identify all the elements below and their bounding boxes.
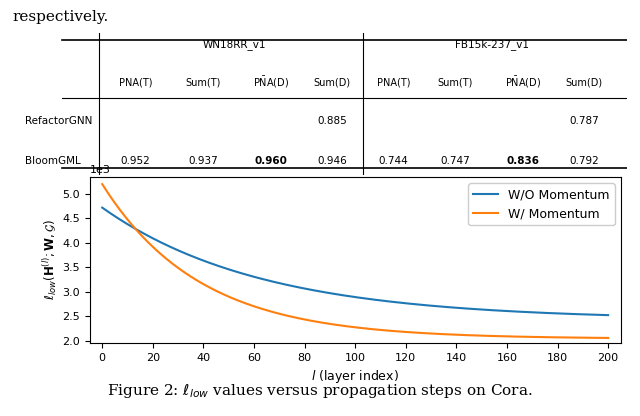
Text: respectively.: respectively. xyxy=(13,10,109,24)
W/O Momentum xyxy=(399,300,407,305)
W/O Momentum xyxy=(99,205,106,210)
Text: FB15k-237_v1: FB15k-237_v1 xyxy=(455,39,529,50)
Text: 0.946: 0.946 xyxy=(317,156,347,166)
W/ Momentum xyxy=(604,335,612,340)
Text: 0.885: 0.885 xyxy=(317,116,347,126)
Text: Sum(D): Sum(D) xyxy=(314,78,351,88)
Text: 0.960: 0.960 xyxy=(255,156,287,166)
Text: 0.787: 0.787 xyxy=(570,116,599,126)
Text: 0.836: 0.836 xyxy=(506,156,540,166)
W/ Momentum xyxy=(592,335,600,340)
Line: W/O Momentum: W/O Momentum xyxy=(102,208,608,315)
Text: 1e3: 1e3 xyxy=(90,165,111,175)
Text: 0.747: 0.747 xyxy=(440,156,470,166)
Text: RefactorGNN: RefactorGNN xyxy=(25,116,92,126)
Text: Sum(T): Sum(T) xyxy=(186,78,221,88)
Text: P$\bar{\rm N}$A(D): P$\bar{\rm N}$A(D) xyxy=(505,75,541,90)
W/O Momentum xyxy=(372,297,380,302)
Text: 0.744: 0.744 xyxy=(379,156,408,166)
Text: PNA(T): PNA(T) xyxy=(119,78,152,88)
Y-axis label: $\ell_{low}(\mathbf{H}^{(l)}; \mathbf{W}, \mathcal{G})$: $\ell_{low}(\mathbf{H}^{(l)}; \mathbf{W}… xyxy=(42,220,60,300)
Text: PNA(T): PNA(T) xyxy=(377,78,410,88)
Text: Sum(D): Sum(D) xyxy=(566,78,603,88)
Text: Figure 2: $\ell_{low}$ values versus propagation steps on Cora.: Figure 2: $\ell_{low}$ values versus pro… xyxy=(107,382,533,400)
W/ Momentum xyxy=(339,323,346,328)
Legend: W/O Momentum, W/ Momentum: W/O Momentum, W/ Momentum xyxy=(468,183,614,225)
W/O Momentum xyxy=(604,313,612,318)
W/ Momentum xyxy=(513,334,521,339)
W/ Momentum xyxy=(99,182,106,187)
Text: 0.952: 0.952 xyxy=(121,156,150,166)
W/ Momentum xyxy=(399,329,407,334)
W/ Momentum xyxy=(342,324,349,329)
W/O Momentum xyxy=(592,312,600,317)
Text: WN18RR_v1: WN18RR_v1 xyxy=(202,39,266,50)
Text: 0.937: 0.937 xyxy=(188,156,218,166)
Text: Sum(T): Sum(T) xyxy=(438,78,473,88)
W/O Momentum xyxy=(513,309,521,314)
W/O Momentum xyxy=(339,293,346,298)
W/ Momentum xyxy=(372,327,380,332)
X-axis label: $l$ (layer index): $l$ (layer index) xyxy=(311,369,399,386)
Line: W/ Momentum: W/ Momentum xyxy=(102,184,608,338)
Text: BloomGML: BloomGML xyxy=(25,156,81,166)
W/O Momentum xyxy=(342,293,349,298)
Text: 0.792: 0.792 xyxy=(570,156,599,166)
Text: P$\bar{\rm N}$A(D): P$\bar{\rm N}$A(D) xyxy=(253,75,289,90)
